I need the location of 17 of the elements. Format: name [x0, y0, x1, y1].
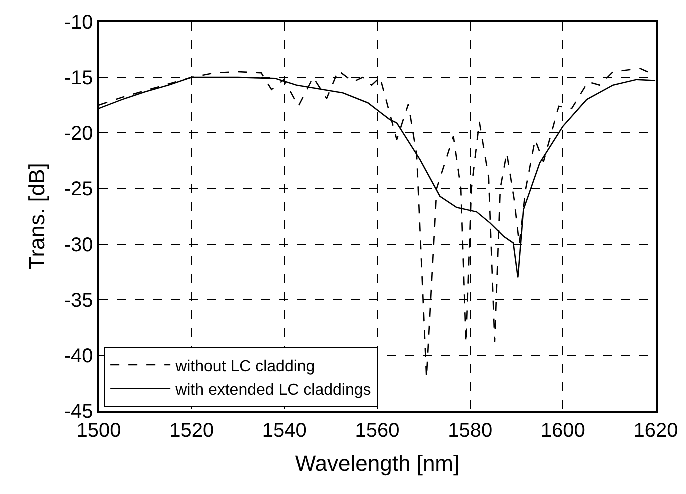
y-tick-label: -25 — [64, 178, 94, 201]
y-tick-label: -15 — [64, 68, 94, 90]
y-tick-label: -20 — [64, 123, 94, 146]
x-tick-label: 1560 — [355, 420, 400, 442]
x-tick-label: 1600 — [540, 420, 586, 442]
legend-label: without LC cladding — [174, 358, 316, 376]
y-tick-label: -10 — [64, 12, 94, 34]
y-tick-label: -30 — [64, 234, 94, 256]
legend-label: with extended LC claddings — [174, 382, 372, 400]
y-tick-label: -40 — [64, 345, 94, 368]
x-tick-label: 1620 — [634, 420, 678, 442]
x-axis-title: Wavelength [nm] — [295, 451, 460, 476]
x-tick-label: 1540 — [262, 420, 307, 442]
y-tick-label: -35 — [64, 290, 94, 312]
y-axis-title: Trans. [dB] — [24, 163, 50, 270]
x-tick-label: 1520 — [170, 420, 214, 442]
x-tick-label: 1580 — [448, 420, 493, 442]
